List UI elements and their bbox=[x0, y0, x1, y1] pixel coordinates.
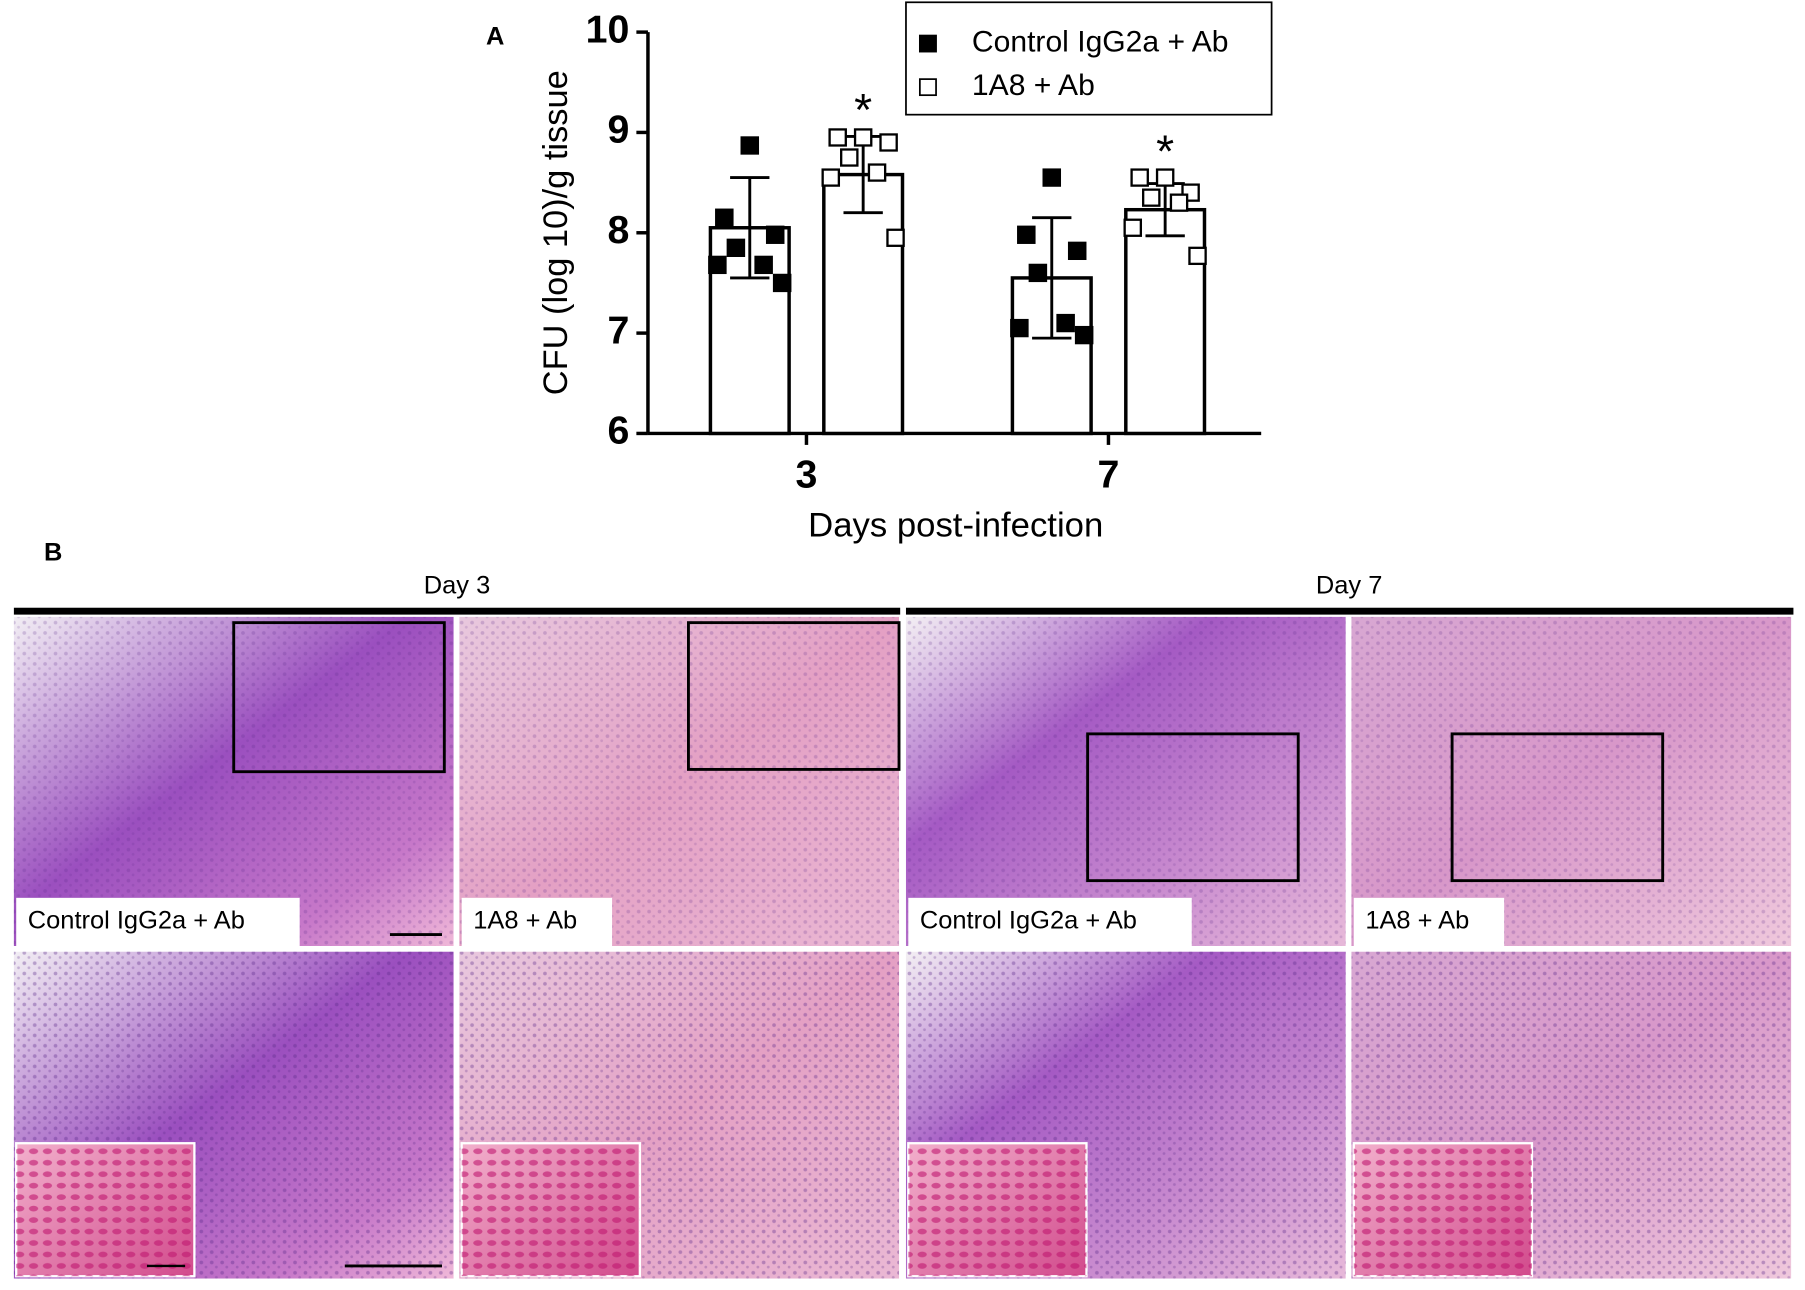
y-tick-label: 9 bbox=[608, 109, 630, 152]
data-point bbox=[867, 163, 887, 182]
x-axis-label: Days post-infection bbox=[808, 507, 1103, 545]
image-label: Control IgG2a + Ab bbox=[28, 907, 245, 935]
data-point bbox=[1010, 318, 1029, 338]
data-point bbox=[708, 255, 727, 275]
data-point bbox=[726, 238, 746, 257]
bar-chart: 6 7 8 9 10 CFU (log 10)/g tissue Days post-inf… bbox=[537, 1, 1273, 545]
legend-label: 1A8 + Ab bbox=[972, 69, 1095, 102]
data-point bbox=[1123, 218, 1143, 237]
significance-star: * bbox=[854, 84, 872, 136]
image-label: 1A8 + Ab bbox=[473, 907, 577, 935]
y-tick-label: 7 bbox=[608, 310, 630, 353]
data-point bbox=[1169, 193, 1189, 212]
y-tick-label: 8 bbox=[608, 209, 630, 252]
y-axis-label: CFU (log 10)/g tissue bbox=[537, 70, 575, 395]
day-label: Day 3 bbox=[424, 572, 490, 600]
histology-texture bbox=[905, 616, 1346, 946]
data-point bbox=[886, 228, 905, 247]
x-tick-label: 7 bbox=[1098, 453, 1120, 496]
data-point bbox=[1142, 188, 1161, 207]
data-point bbox=[1067, 241, 1087, 261]
data-point bbox=[828, 128, 847, 147]
histology-texture bbox=[1351, 616, 1792, 946]
zoom-region bbox=[232, 621, 446, 774]
image-label-bg bbox=[16, 897, 300, 946]
zoom-region bbox=[1086, 732, 1300, 883]
image-label: 1A8 + Ab bbox=[1365, 907, 1469, 935]
y-tick-label: 10 bbox=[586, 9, 630, 52]
data-point bbox=[1188, 246, 1207, 266]
panel-label: B bbox=[44, 539, 62, 567]
inset-texture bbox=[908, 1143, 1087, 1277]
zoom-region bbox=[686, 621, 901, 771]
histology-panel: Day 3 Day 7 Control IgG2a + Ab 1A8 + Ab Cont… bbox=[13, 572, 1794, 1279]
data-point bbox=[740, 136, 760, 155]
bar bbox=[822, 172, 905, 436]
image-label-bg bbox=[1353, 897, 1505, 946]
data-point bbox=[879, 133, 898, 152]
data-point bbox=[853, 128, 873, 147]
data-point bbox=[1017, 225, 1036, 244]
y-tick-label: 6 bbox=[608, 410, 630, 453]
day-bar bbox=[905, 607, 1794, 615]
inset-texture bbox=[16, 1143, 195, 1277]
data-point bbox=[1130, 168, 1149, 187]
day-bar bbox=[13, 607, 901, 615]
legend-box bbox=[905, 1, 1273, 116]
bar bbox=[1124, 207, 1207, 436]
legend-label: Control IgG2a + Ab bbox=[972, 26, 1229, 59]
image-label: Control IgG2a + Ab bbox=[920, 907, 1137, 935]
image-label-bg bbox=[461, 897, 613, 946]
data-point bbox=[1056, 313, 1075, 333]
zoom-region bbox=[1450, 732, 1665, 883]
image-label-bg bbox=[908, 897, 1192, 946]
inset-texture bbox=[1353, 1143, 1532, 1277]
data-point bbox=[821, 168, 841, 187]
data-point bbox=[1042, 168, 1062, 187]
legend-marker bbox=[918, 78, 937, 97]
data-point bbox=[772, 273, 792, 293]
data-point bbox=[765, 225, 785, 244]
panel-label: A bbox=[486, 23, 504, 51]
inset-texture bbox=[461, 1143, 640, 1277]
data-point bbox=[1028, 263, 1048, 283]
data-point bbox=[1074, 325, 1094, 345]
data-point bbox=[840, 148, 859, 167]
legend-marker bbox=[918, 34, 937, 53]
day-label: Day 7 bbox=[1316, 572, 1382, 600]
histology-texture bbox=[459, 616, 900, 946]
data-point bbox=[715, 208, 734, 227]
data-point bbox=[754, 255, 773, 275]
data-point bbox=[1155, 168, 1175, 187]
x-tick-label: 3 bbox=[796, 453, 818, 496]
significance-star: * bbox=[1156, 125, 1174, 177]
